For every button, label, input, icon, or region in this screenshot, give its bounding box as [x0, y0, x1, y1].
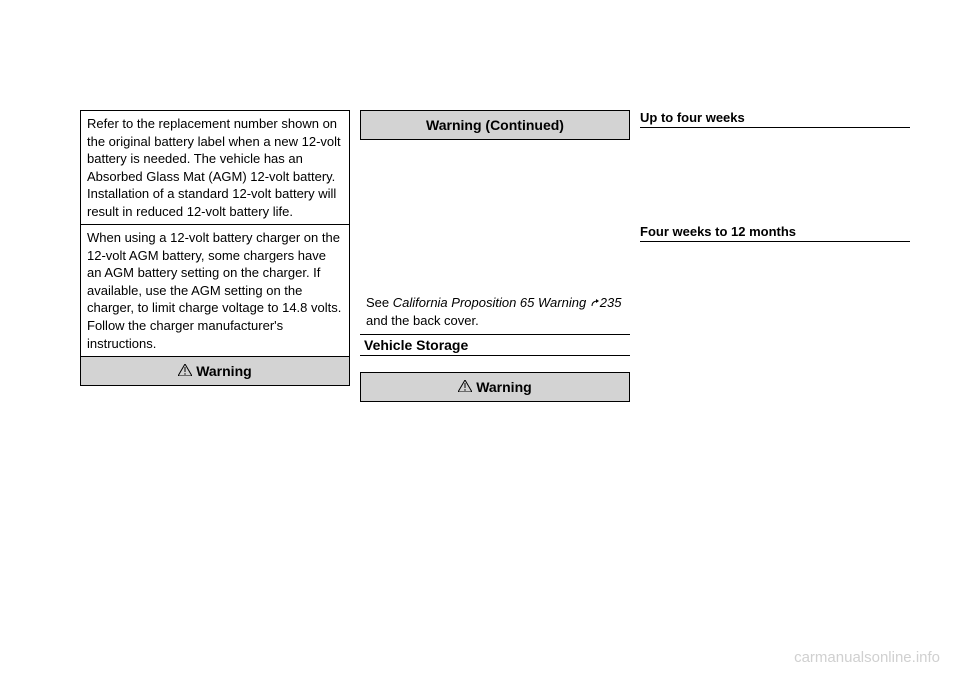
see-citation: California Proposition 65 Warning	[393, 295, 590, 310]
vehicle-storage-heading: Vehicle Storage	[360, 334, 630, 356]
see-page: 235	[600, 295, 622, 310]
battery-replacement-text: Refer to the replacement number shown on…	[80, 110, 350, 225]
battery-charger-text: When using a 12-volt battery charger on …	[80, 225, 350, 357]
watermark-text: carmanualsonline.info	[794, 649, 940, 666]
up-to-four-weeks-heading: Up to four weeks	[640, 110, 910, 128]
page-xref-icon	[590, 295, 600, 313]
warning-triangle-icon	[458, 380, 472, 395]
warning-header-col1: Warning	[80, 357, 350, 386]
warning-header-col2: Warning	[360, 372, 630, 402]
see-suffix: and the back cover.	[366, 313, 479, 328]
four-weeks-to-twelve-months-heading: Four weeks to 12 months	[640, 224, 910, 242]
warning-continued-header: Warning (Continued)	[360, 110, 630, 140]
manual-page: Refer to the replacement number shown on…	[30, 30, 930, 650]
see-prefix: See	[366, 295, 393, 310]
warning-label: Warning	[476, 379, 531, 395]
warning-label: Warning	[196, 363, 251, 379]
column-2: Warning (Continued) See California Propo…	[360, 110, 630, 402]
california-warning-reference: See California Proposition 65 Warning 23…	[360, 290, 630, 334]
column-1: Refer to the replacement number shown on…	[80, 110, 350, 386]
warning-continued-label: Warning (Continued)	[426, 117, 564, 133]
column-3: Up to four weeks Four weeks to 12 months	[640, 110, 910, 248]
warning-triangle-icon	[178, 364, 192, 379]
